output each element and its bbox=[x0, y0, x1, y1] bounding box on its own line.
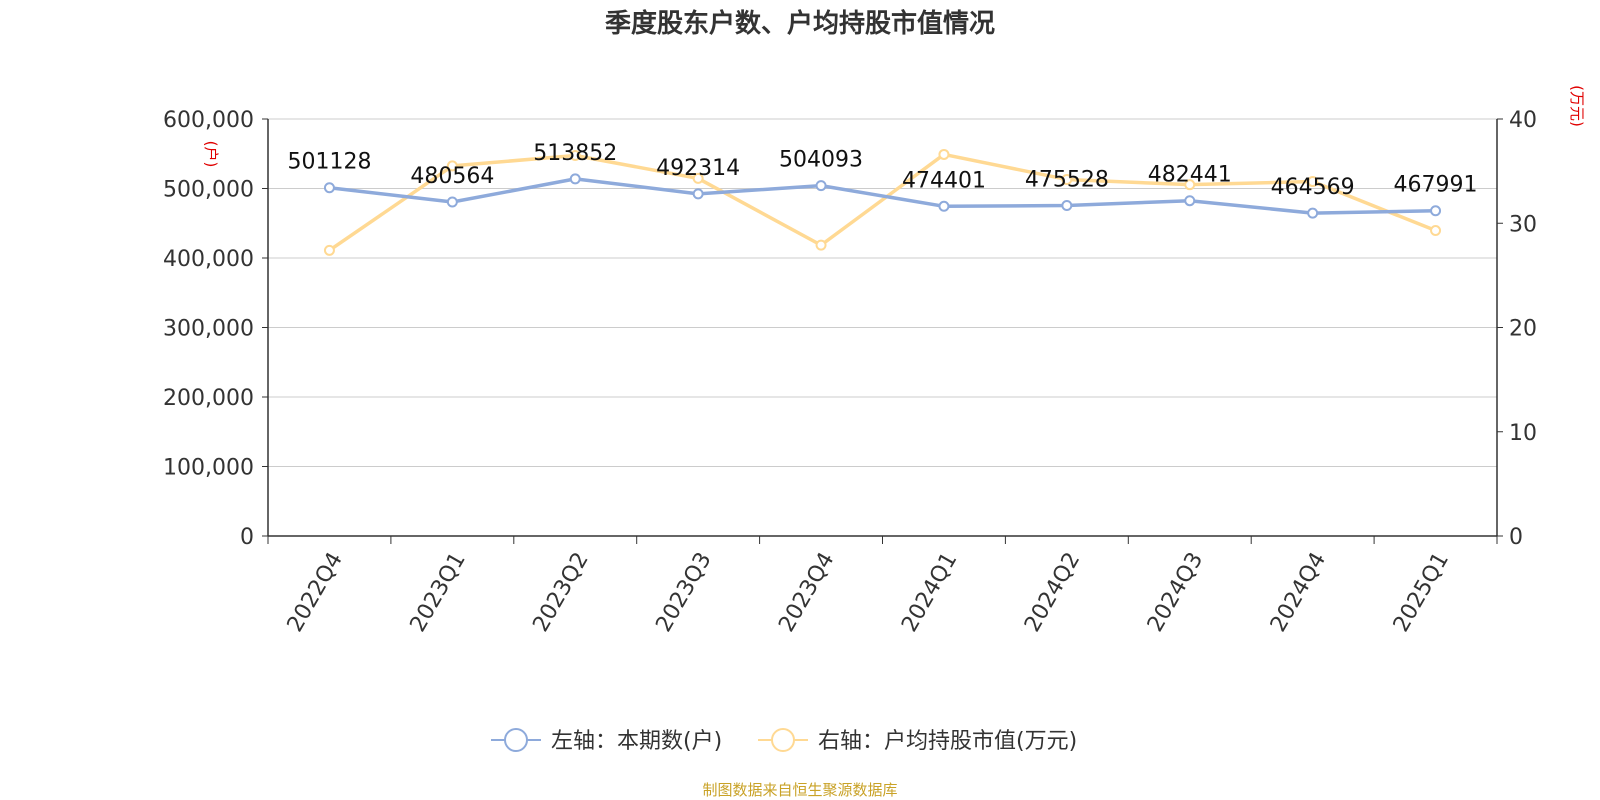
right-axis-tick-label: 20 bbox=[1509, 317, 1537, 342]
left-series-data-label: 475528 bbox=[1025, 168, 1109, 193]
left-series-point bbox=[569, 173, 581, 185]
left-series-point bbox=[1184, 195, 1196, 207]
left-axis-tick-label: 300,000 bbox=[163, 317, 254, 342]
right-series-point bbox=[1307, 176, 1319, 188]
right-series-point bbox=[1061, 173, 1073, 185]
left-axis-unit: (户) bbox=[202, 141, 220, 168]
x-axis-tick-label: 2023Q1 bbox=[406, 548, 471, 636]
legend-left-series-label: 左轴：本期数(户) bbox=[551, 729, 722, 754]
left-series-data-label: 504093 bbox=[779, 148, 863, 173]
x-axis-tick-label: 2023Q4 bbox=[774, 548, 839, 636]
left-series-data-label: 492314 bbox=[656, 156, 740, 181]
left-series-data-label: 482441 bbox=[1148, 163, 1232, 188]
chart-title: 季度股东户数、户均持股市值情况 bbox=[605, 8, 995, 39]
left-series-data-label: 474401 bbox=[902, 168, 986, 193]
right-axis-tick-label: 40 bbox=[1509, 108, 1537, 133]
right-series-point bbox=[1430, 225, 1442, 237]
x-axis-tick-label: 2024Q1 bbox=[897, 548, 962, 636]
right-series-point bbox=[938, 148, 950, 160]
left-series-point bbox=[1061, 200, 1073, 212]
x-axis-tick-label: 2023Q2 bbox=[528, 548, 593, 636]
right-series-point bbox=[569, 149, 581, 161]
left-series-point bbox=[938, 200, 950, 212]
right-series-point bbox=[323, 244, 335, 256]
left-series-point bbox=[323, 182, 335, 194]
legend-left-series-marker bbox=[504, 728, 528, 752]
right-axis-unit: (万元) bbox=[1568, 85, 1586, 127]
x-axis-tick-label: 2022Q4 bbox=[283, 548, 348, 636]
legend-item-left-series[interactable]: 左轴：本期数(户) bbox=[491, 728, 722, 754]
right-axis-tick-label: 0 bbox=[1509, 525, 1523, 550]
x-axis-tick-label: 2025Q1 bbox=[1389, 548, 1454, 636]
right-series-line bbox=[328, 152, 1437, 252]
right-series-point bbox=[446, 160, 458, 172]
legend-right-series-marker bbox=[771, 728, 795, 752]
right-axis-tick-label: 30 bbox=[1509, 212, 1537, 237]
x-axis-tick-label: 2024Q4 bbox=[1266, 548, 1331, 636]
left-series-data-label: 501128 bbox=[287, 150, 371, 175]
x-axis-tick-label: 2024Q2 bbox=[1020, 548, 1085, 636]
left-series-data-label: 480564 bbox=[410, 164, 494, 189]
x-axis-tick-label: 2023Q3 bbox=[651, 548, 716, 636]
left-axis-tick-label: 500,000 bbox=[163, 178, 254, 203]
left-axis-tick-label: 100,000 bbox=[163, 456, 254, 481]
right-series-point bbox=[815, 239, 827, 251]
left-axis-tick-label: 400,000 bbox=[163, 247, 254, 272]
left-series-point bbox=[1430, 205, 1442, 217]
x-axis-tick-label: 2024Q3 bbox=[1143, 548, 1208, 636]
left-series-data-label: 513852 bbox=[533, 141, 617, 166]
left-series-line bbox=[329, 177, 1436, 215]
legend-right-series-label: 右轴：户均持股市值(万元) bbox=[818, 729, 1077, 754]
source-note: 制图数据来自恒生聚源数据库 bbox=[702, 781, 897, 799]
right-axis-tick-label: 10 bbox=[1509, 421, 1537, 446]
left-series-point bbox=[446, 196, 458, 208]
legend: 左轴：本期数(户) 右轴：户均持股市值(万元) bbox=[491, 728, 1077, 754]
left-axis-tick-label: 600,000 bbox=[163, 108, 254, 133]
left-series-data-label: 467991 bbox=[1394, 173, 1478, 198]
left-axis-tick-label: 0 bbox=[240, 525, 254, 550]
legend-item-right-series[interactable]: 右轴：户均持股市值(万元) bbox=[758, 728, 1077, 754]
right-series-point bbox=[692, 172, 704, 184]
left-series-point bbox=[815, 180, 827, 192]
left-axis-tick-label: 200,000 bbox=[163, 386, 254, 411]
left-series-data-label: 464569 bbox=[1271, 175, 1355, 200]
left-series-point bbox=[1307, 207, 1319, 219]
right-series-point bbox=[1184, 179, 1196, 191]
left-series-point bbox=[692, 188, 704, 200]
